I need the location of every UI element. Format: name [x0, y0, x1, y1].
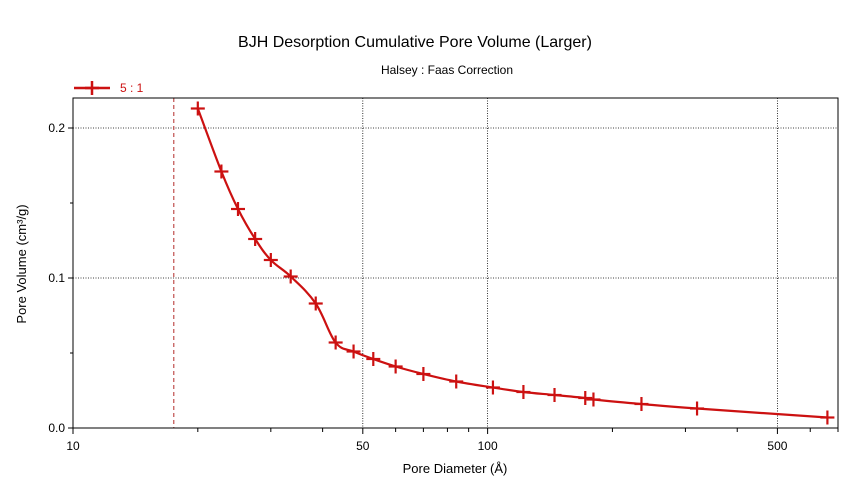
legend-label-series-1: 5 : 1	[120, 81, 144, 95]
data-point	[328, 335, 343, 350]
data-point	[634, 397, 649, 411]
data-point	[578, 391, 593, 405]
y-axis-label: Pore Volume (cm³/g)	[14, 204, 29, 323]
legend: 5 : 1	[74, 81, 144, 95]
data-point	[366, 352, 381, 366]
y-tick-label-0: 0.0	[48, 421, 65, 435]
data-point	[283, 269, 298, 284]
data-point	[547, 388, 562, 402]
x-tick-label-1: 50	[356, 439, 370, 453]
axes: 10 50 100 500 0.0 0.1 0.2	[48, 97, 839, 453]
data-point	[230, 202, 245, 216]
data-point	[516, 385, 531, 399]
x-tick-label-0: 10	[66, 439, 80, 453]
series-layer	[190, 101, 835, 425]
data-point	[388, 359, 403, 374]
data-point	[586, 392, 601, 407]
plot-frame	[72, 97, 839, 429]
data-point	[449, 374, 464, 389]
x-tick-label-3: 500	[767, 439, 787, 453]
data-point	[690, 401, 705, 416]
grid	[73, 98, 838, 428]
y-tick-label-2: 0.2	[48, 121, 65, 135]
data-point	[248, 232, 263, 246]
y-tick-label-1: 0.1	[48, 271, 65, 285]
data-point	[214, 164, 229, 179]
data-point	[263, 253, 278, 267]
data-point	[416, 367, 431, 381]
data-point	[190, 101, 205, 116]
data-point	[820, 410, 835, 425]
x-axis-label: Pore Diameter (Å)	[403, 461, 508, 476]
series-line-0	[196, 108, 828, 419]
x-tick-label-2: 100	[478, 439, 498, 453]
chart-title: BJH Desorption Cumulative Pore Volume (L…	[238, 34, 592, 51]
data-point	[485, 380, 500, 395]
data-point	[346, 344, 361, 359]
data-point	[308, 296, 323, 311]
chart-subtitle: Halsey : Faas Correction	[381, 63, 513, 77]
